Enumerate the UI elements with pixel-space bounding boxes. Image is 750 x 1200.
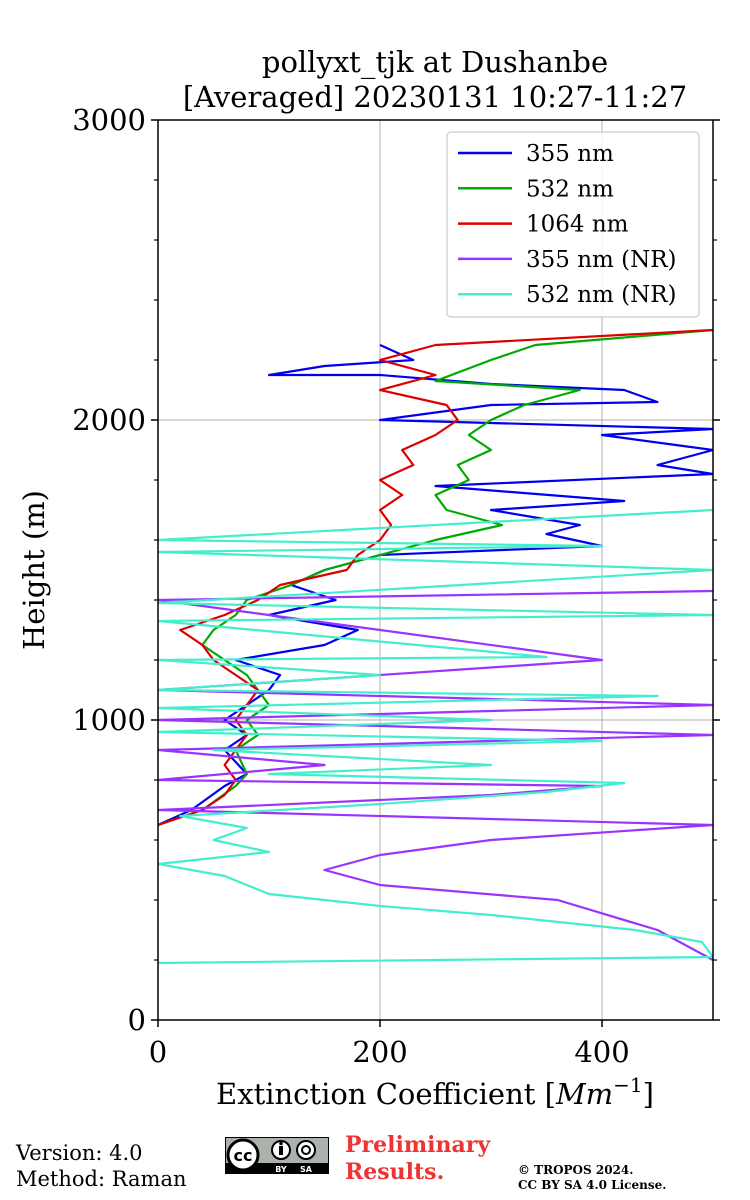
- copyright-line2: CC BY SA 4.0 License.: [518, 1178, 667, 1192]
- x-axis-label-unit: Mm: [555, 1077, 613, 1111]
- series-line-1: [158, 328, 713, 827]
- x-tick-label: 400: [574, 1035, 629, 1069]
- legend-label-2: 1064 nm: [526, 212, 629, 238]
- x-tick-label: 200: [352, 1035, 407, 1069]
- y-axis-label: Height (m): [17, 490, 51, 650]
- y-tick-label: 3000: [72, 103, 146, 137]
- cc-by-sa-badge: cc BY SA: [225, 1137, 329, 1174]
- plot-frame: [157, 119, 714, 1021]
- preliminary-notice: Preliminary Results.: [345, 1132, 490, 1186]
- x-axis-label: Extinction Coefficient [Mm−1]: [216, 1073, 654, 1111]
- version-line: Version: 4.0: [16, 1141, 143, 1165]
- chart-title-line2: [Averaged] 20230131 10:27-11:27: [183, 80, 687, 114]
- series-line-2: [158, 328, 713, 827]
- y-tick-label: 1000: [72, 703, 146, 737]
- copyright-line1: © TROPOS 2024.: [518, 1163, 634, 1177]
- cc-logo-text: cc: [234, 1146, 253, 1165]
- x-axis-label-exponent: −1: [613, 1073, 642, 1097]
- x-axis-label-text: Extinction Coefficient [: [216, 1077, 556, 1111]
- copyright-notice: © TROPOS 2024. CC BY SA 4.0 License.: [518, 1163, 666, 1193]
- y-tick-label: 2000: [72, 403, 146, 437]
- legend-label-0: 355 nm: [526, 141, 614, 167]
- preliminary-line2: Results.: [345, 1159, 445, 1185]
- sa-share-icon: [296, 1140, 316, 1160]
- legend-label-4: 532 nm (NR): [526, 282, 677, 308]
- preliminary-line1: Preliminary: [345, 1132, 491, 1158]
- series-line-0: [158, 343, 713, 827]
- method-line: Method: Raman: [16, 1167, 187, 1191]
- series-group: [158, 328, 713, 965]
- legend: 355 nm 532 nm 1064 nm 355 nm (NR) 532 nm (NR…: [446, 131, 700, 318]
- sa-label: SA: [300, 1165, 313, 1174]
- legend-label-1: 532 nm: [526, 176, 614, 202]
- axis-ticks: 0 200 400 0 1000 2000 3000: [72, 103, 720, 1069]
- chart-title-line1: pollyxt_tjk at Dushanbe: [262, 45, 608, 80]
- by-label: BY: [275, 1165, 287, 1174]
- legend-box: [446, 131, 700, 318]
- version-info: Version: 4.0 Method: Raman: [16, 1140, 187, 1192]
- cc-logo-icon: [226, 1138, 260, 1172]
- x-axis-label-close: ]: [643, 1077, 654, 1111]
- legend-label-3: 355 nm (NR): [526, 247, 677, 273]
- series-line-4: [158, 508, 713, 965]
- x-tick-label: 0: [149, 1035, 167, 1069]
- y-tick-label: 0: [128, 1003, 146, 1037]
